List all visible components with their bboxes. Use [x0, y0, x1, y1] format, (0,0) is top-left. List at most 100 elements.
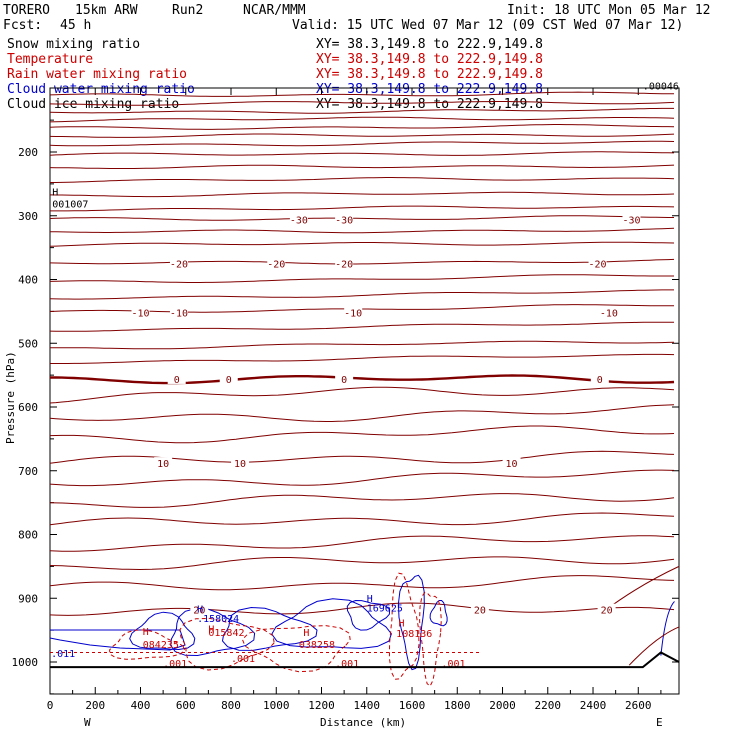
label-bg — [335, 372, 354, 384]
x-tick-label: 2000 — [489, 699, 516, 712]
x-tick-label: 2600 — [625, 699, 652, 712]
isotherm-line — [49, 274, 674, 283]
valid-time: Valid: 15 UTC Wed 07 Mar 12 (09 CST Wed … — [292, 18, 683, 33]
isotherm-label: -30 — [622, 216, 640, 227]
x-tick-label: 0 — [47, 699, 54, 712]
isotherm-label: 0 — [597, 375, 603, 386]
isotherm-line — [50, 374, 675, 385]
x-tick-label: 2200 — [535, 699, 562, 712]
y-tick-label: 900 — [18, 592, 38, 605]
contour-labels: 0 0 0 0 -10 -10 -10 -10 -20 -20 -20 -20 -30 -30 -30 10 1… — [51, 82, 679, 671]
cloud-water-contour — [429, 600, 448, 627]
isotherm-line — [49, 164, 675, 169]
cloud-water-label: 169625 — [367, 604, 403, 615]
rain-label: H — [143, 627, 149, 638]
x-axis: 0 200 400 600 800 1000 1200 1400 1600 1800 2000 220… — [47, 88, 662, 712]
label-bg — [190, 603, 209, 615]
snow-label: .00046 — [643, 82, 679, 93]
isotherm-label: -10 — [131, 309, 149, 320]
legend-entry-name: Temperature — [7, 52, 93, 67]
isotherm-line — [49, 575, 675, 591]
y-axis-label: Pressure (hPa) — [4, 351, 17, 444]
isotherm-line — [49, 289, 674, 300]
label-bg — [267, 257, 286, 269]
label-bg — [622, 213, 641, 225]
rain-contour — [179, 617, 275, 671]
isotherm-line — [50, 205, 675, 212]
snow-label: H — [52, 187, 58, 198]
rain-label: .001 — [163, 659, 187, 670]
isotherm-label: 0 — [341, 375, 347, 386]
x-tick-label: 2400 — [580, 699, 607, 712]
legend-entry-xy: XY= 38.3,149.8 to 222.9,149.8 — [316, 67, 543, 82]
cloud-water-label: .158024 — [197, 614, 239, 625]
org-name: NCAR/MMM — [243, 3, 306, 18]
west-label: W — [84, 716, 91, 729]
model-name: TORERO — [3, 3, 50, 18]
cloud-water-label: .011 — [51, 649, 75, 660]
legend-entry-xy: XY= 38.3,149.8 to 222.9,149.8 — [316, 52, 543, 67]
plot-frame — [49, 87, 680, 695]
x-axis-label: Distance (km) — [320, 716, 406, 729]
isotherm-line — [49, 91, 675, 97]
x-tick-label: 600 — [176, 699, 196, 712]
label-bg — [502, 457, 521, 469]
fcst-label: Fcst: — [3, 18, 42, 33]
x-tick-label: 200 — [85, 699, 105, 712]
rain-label: 108136 — [396, 629, 432, 640]
isotherm-label: -30 — [335, 216, 353, 227]
cloud-water-label: H — [367, 594, 373, 605]
isotherm-line — [50, 353, 675, 364]
isotherm-line — [49, 258, 675, 265]
isotherm-label: -20 — [267, 260, 285, 271]
label-bg — [335, 213, 354, 225]
y-tick-label: 700 — [18, 465, 38, 478]
isotherm-line — [49, 512, 675, 526]
label-bg — [131, 306, 150, 318]
y-tick-label: 200 — [18, 146, 38, 159]
isotherm-line — [49, 493, 675, 508]
isotherm-line — [49, 241, 675, 247]
label-bg — [289, 213, 308, 225]
label-bg — [344, 306, 363, 318]
isotherm-label: -20 — [589, 260, 607, 271]
isotherm-label: -10 — [344, 309, 362, 320]
y-tick-label: 600 — [18, 401, 38, 414]
label-bg — [169, 306, 188, 318]
cloud-water-contour — [397, 574, 425, 671]
rain-label: H — [208, 625, 214, 636]
isotherm-label: 10 — [506, 459, 518, 470]
rain-label: 084235 — [143, 640, 179, 651]
isotherm-label: 10 — [157, 459, 169, 470]
label-bg — [599, 306, 618, 318]
isotherm-line — [628, 626, 680, 666]
isotherm-label: 20 — [193, 606, 205, 617]
isotherm-label: -20 — [335, 260, 353, 271]
label-bg — [167, 372, 186, 384]
isotherm-line — [49, 535, 675, 552]
legend-entry-name: Cloud water mixing ratio — [7, 82, 195, 97]
isotherm-line — [49, 107, 674, 114]
y-tick-label: 800 — [18, 529, 38, 542]
cloud-water-contour — [271, 598, 392, 649]
isotherm-line — [49, 133, 675, 138]
isotherm-line — [50, 177, 675, 183]
isotherm-line — [49, 321, 674, 332]
isotherm-line — [50, 340, 675, 350]
isotherm-label: -30 — [290, 216, 308, 227]
label-bg — [219, 372, 238, 384]
isotherm-label: 0 — [174, 375, 180, 386]
legend-entry-name: Snow mixing ratio — [7, 37, 140, 52]
isotherm-line — [49, 140, 675, 147]
label-bg — [154, 457, 173, 469]
isotherm-line — [49, 124, 675, 130]
cloud-water-label: H — [197, 604, 203, 615]
east-label: E — [656, 716, 663, 729]
isotherm-line — [49, 101, 675, 106]
label-bg — [590, 372, 609, 384]
grid-name: 15km ARW — [75, 3, 138, 18]
rain-label: 038258 — [299, 640, 335, 651]
isotherm-line — [49, 602, 675, 616]
rain-label: 015842 — [208, 628, 244, 639]
